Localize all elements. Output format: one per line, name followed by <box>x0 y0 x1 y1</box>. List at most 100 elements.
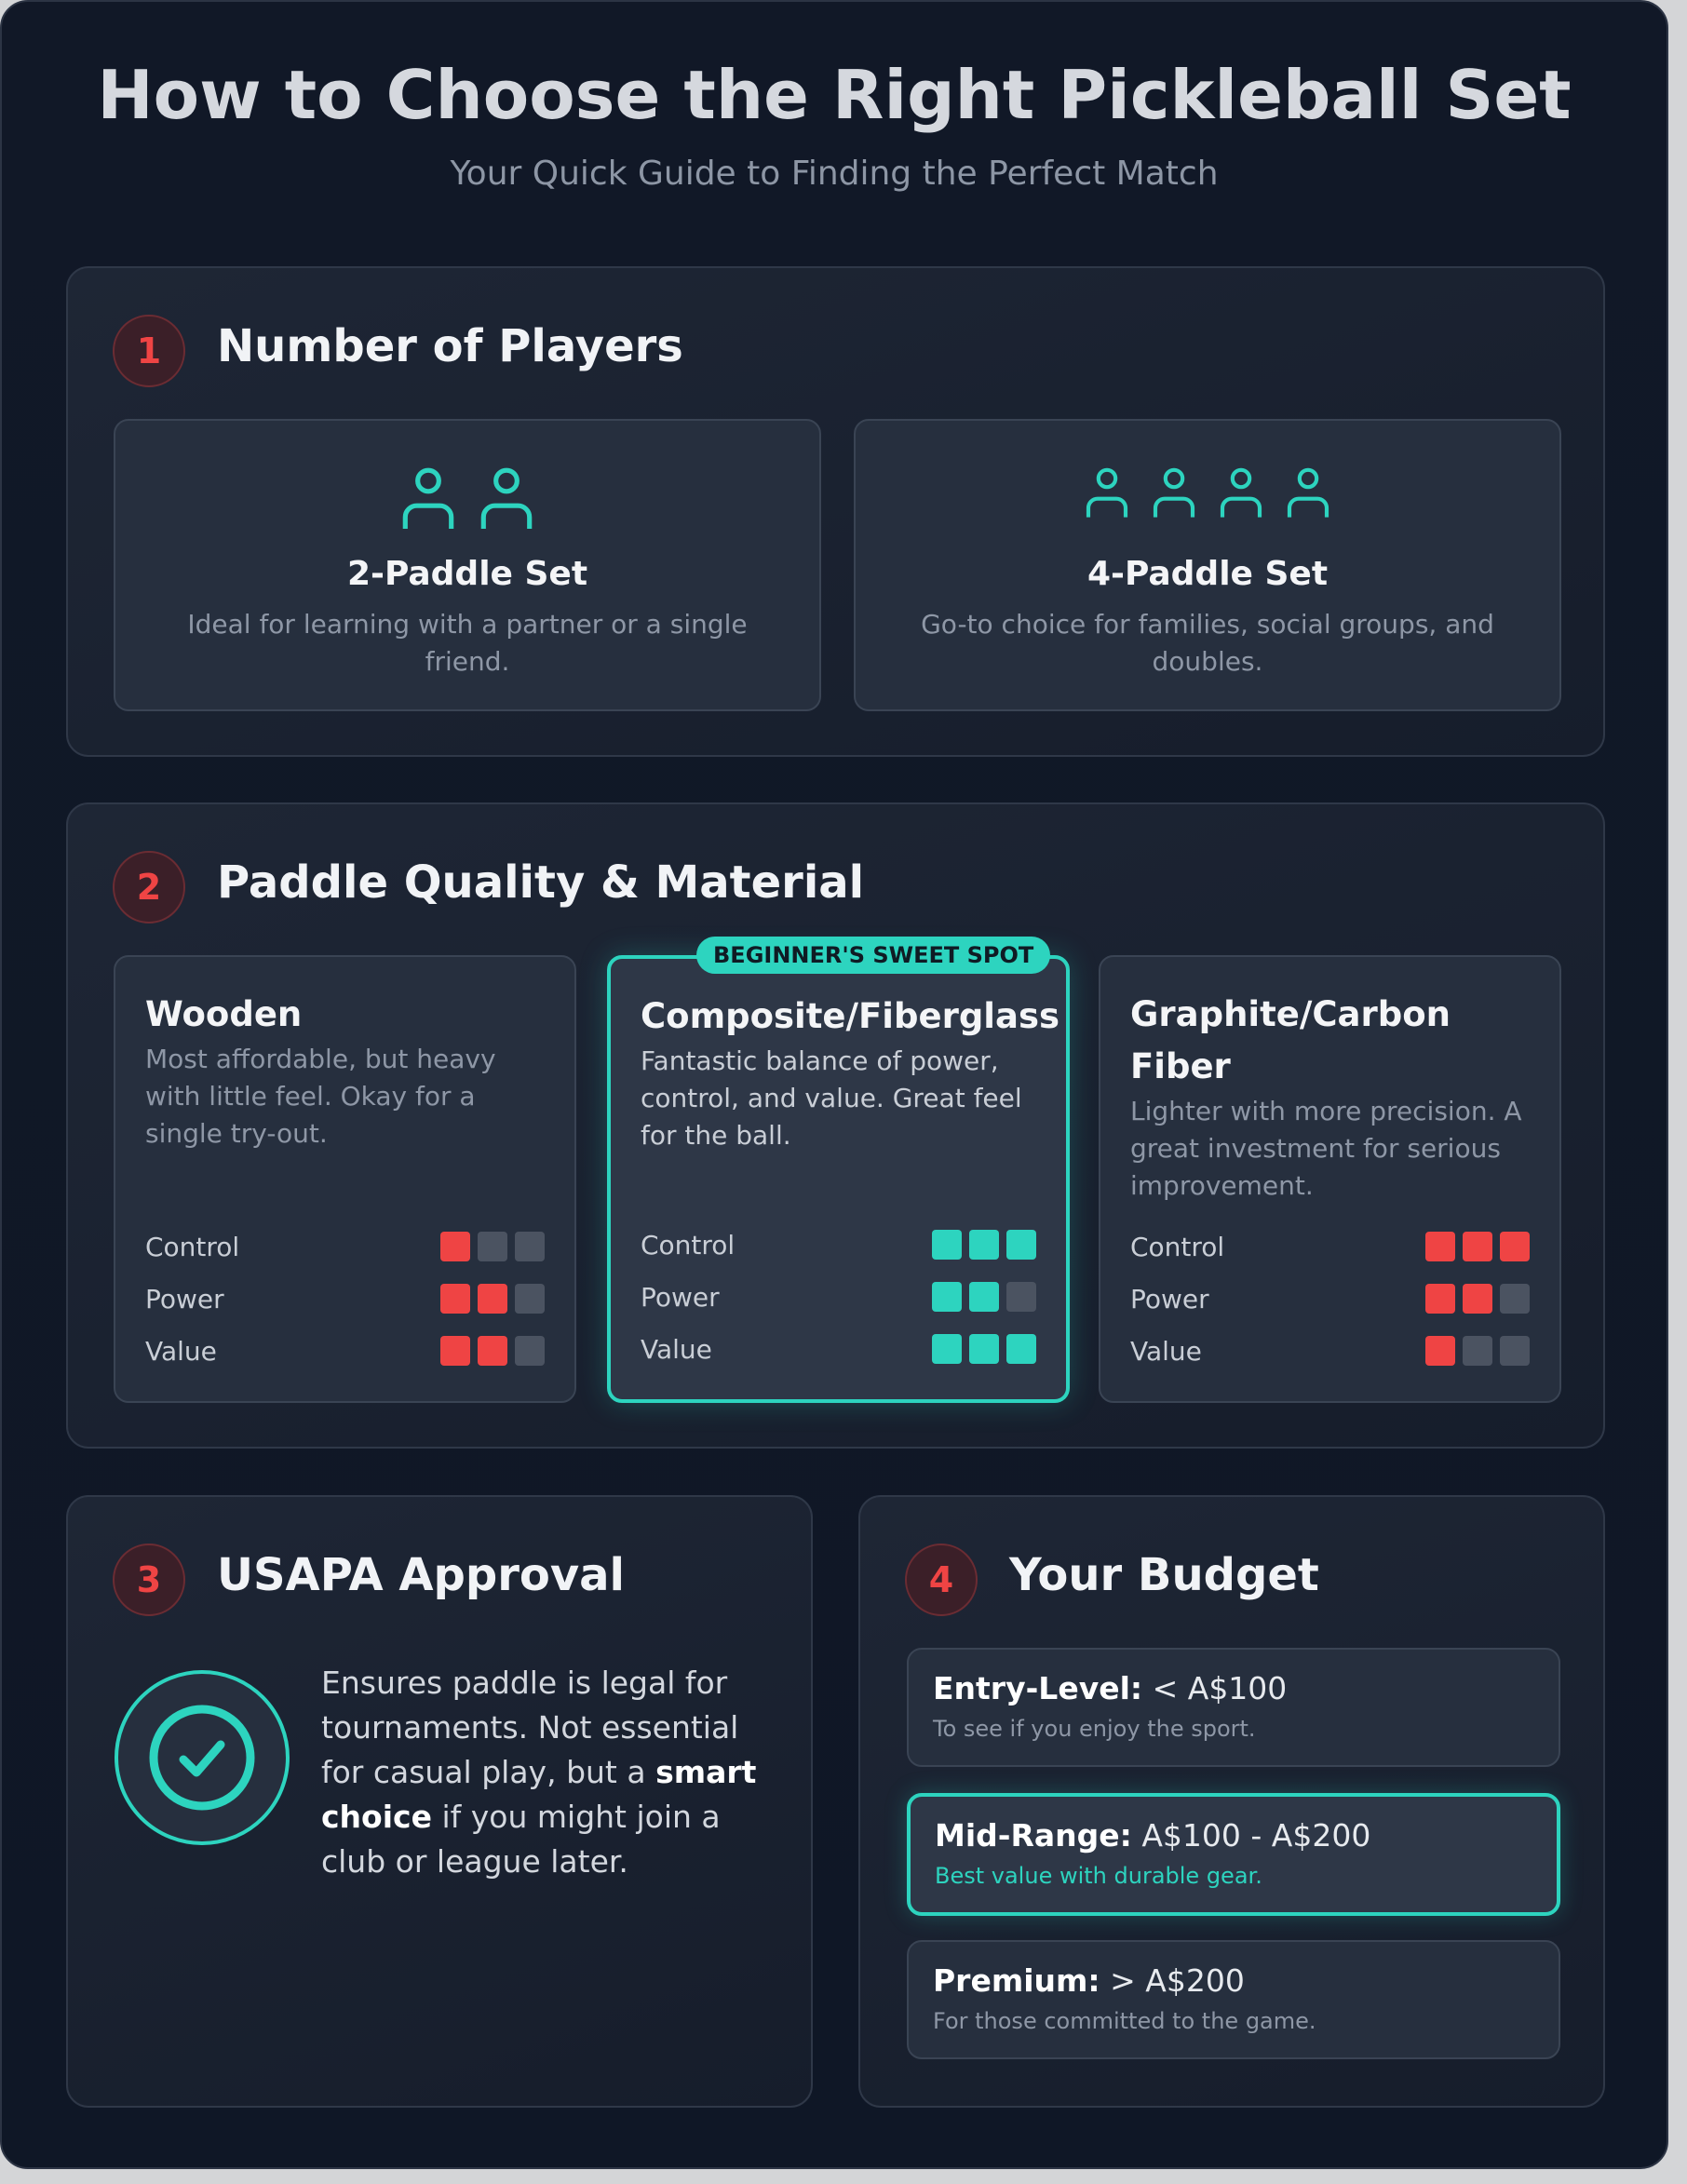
rating-bar <box>1425 1284 1530 1314</box>
material-card: Wooden Most affordable, but heavy with l… <box>114 955 576 1403</box>
page-title: How to Choose the Right Pickleball Set <box>97 56 1572 134</box>
rating-square-empty <box>1500 1336 1530 1366</box>
material-desc: Most affordable, but heavy with little f… <box>145 1044 496 1149</box>
rating-bar <box>1425 1336 1530 1366</box>
rating-square-filled <box>969 1334 999 1364</box>
rating-label: Value <box>641 1333 712 1365</box>
tier-note: Best value with durable gear. <box>935 1863 1262 1889</box>
rating-bar <box>932 1282 1036 1312</box>
budget-tier: Entry-Level: < A$100 To see if you enjoy… <box>907 1648 1560 1767</box>
check-circle-icon <box>115 1670 290 1845</box>
rating-bar <box>1425 1232 1530 1261</box>
step-number: 4 <box>905 1544 978 1616</box>
rating-square-filled <box>478 1284 507 1314</box>
rating-square-empty <box>515 1284 545 1314</box>
rating-bar <box>440 1232 545 1261</box>
user-icon <box>480 467 533 529</box>
rating-label: Control <box>641 1229 736 1261</box>
rating-square-empty <box>515 1232 545 1261</box>
rating-label: Power <box>641 1281 720 1313</box>
rating-row: Power <box>145 1273 545 1325</box>
option-desc: Ideal for learning with a partner or a s… <box>187 609 748 677</box>
rating-label: Power <box>145 1283 224 1314</box>
tier-label: Entry-Level: <box>933 1670 1143 1706</box>
step-number: 2 <box>113 851 185 923</box>
rating-square-empty <box>515 1336 545 1366</box>
rating-square-filled <box>969 1230 999 1260</box>
recommended-badge: BEGINNER'S SWEET SPOT <box>696 937 1051 974</box>
section-title: Paddle Quality & Material <box>217 856 865 909</box>
rating-square-filled <box>1006 1334 1036 1364</box>
tier-range: > A$200 <box>1100 1962 1245 1999</box>
rating-label: Control <box>145 1231 240 1262</box>
tier-heading: Entry-Level: < A$100 <box>933 1670 1534 1706</box>
rating-square-filled <box>1463 1232 1492 1261</box>
material-desc: Fantastic balance of power, control, and… <box>641 1045 1022 1151</box>
tier-note: For those committed to the game. <box>933 2008 1316 2034</box>
rating-row: Value <box>641 1323 1036 1375</box>
rating-row: Control <box>145 1220 545 1273</box>
rating-square-filled <box>1425 1336 1455 1366</box>
section-budget: 4 Your Budget Entry-Level: < A$100 To se… <box>858 1495 1605 2108</box>
rating-row: Power <box>641 1271 1036 1323</box>
rating-square-empty <box>1500 1284 1530 1314</box>
rating-square-filled <box>478 1336 507 1366</box>
material-title: Wooden <box>145 994 303 1034</box>
user-icon <box>1153 467 1195 518</box>
ratings: Control Power Value <box>1130 1220 1530 1377</box>
material-title: Composite/Fiberglass <box>641 996 1059 1036</box>
rating-label: Value <box>145 1335 217 1367</box>
rating-row: Value <box>1130 1325 1530 1377</box>
tier-label: Mid-Range: <box>935 1817 1132 1854</box>
option-desc: Go-to choice for families, social groups… <box>921 609 1494 677</box>
rating-label: Value <box>1130 1335 1202 1367</box>
option-title: 2-Paddle Set <box>346 555 588 593</box>
tier-heading: Mid-Range: A$100 - A$200 <box>935 1817 1532 1854</box>
rating-square-filled <box>1425 1284 1455 1314</box>
tier-note: To see if you enjoy the sport. <box>933 1716 1256 1742</box>
emphasis: smart choice <box>321 1754 757 1835</box>
material-card: Graphite/Carbon Fiber Lighter with more … <box>1099 955 1561 1403</box>
option-2-paddle: 2-Paddle Set Ideal for learning with a p… <box>114 419 821 711</box>
players-icons <box>115 465 819 531</box>
rating-square-filled <box>969 1282 999 1312</box>
rating-square-filled <box>1500 1232 1530 1261</box>
user-icon <box>402 467 454 529</box>
material-title: Graphite/Carbon Fiber <box>1130 994 1451 1086</box>
rating-row: Control <box>641 1219 1036 1271</box>
option-4-paddle: 4-Paddle Set Go-to choice for families, … <box>854 419 1561 711</box>
tier-range: A$100 - A$200 <box>1131 1817 1371 1854</box>
material-card: BEGINNER'S SWEET SPOT Composite/Fibergla… <box>607 937 1070 1403</box>
rating-square-empty <box>478 1232 507 1261</box>
rating-bar <box>932 1334 1036 1364</box>
section-usapa: 3 USAPA Approval Ensures paddle is legal… <box>66 1495 813 2108</box>
section-title: Number of Players <box>217 320 683 372</box>
rating-label: Power <box>1130 1283 1209 1314</box>
material-desc: Lighter with more precision. A great inv… <box>1130 1096 1522 1201</box>
rating-square-filled <box>932 1230 962 1260</box>
step-number: 1 <box>113 315 185 387</box>
rating-row: Power <box>1130 1273 1530 1325</box>
option-title: 4-Paddle Set <box>1086 555 1329 593</box>
page-subtitle: Your Quick Guide to Finding the Perfect … <box>450 155 1219 193</box>
budget-tier: Mid-Range: A$100 - A$200 Best value with… <box>907 1793 1560 1916</box>
rating-square-filled <box>1006 1230 1036 1260</box>
rating-square-filled <box>1425 1232 1455 1261</box>
rating-square-filled <box>440 1284 470 1314</box>
rating-bar <box>932 1230 1036 1260</box>
ratings: Control Power Value <box>145 1220 545 1377</box>
rating-label: Control <box>1130 1231 1225 1262</box>
ratings: Control Power Value <box>641 1219 1036 1375</box>
rating-square-filled <box>440 1336 470 1366</box>
text: if you might join a club or league later… <box>321 1799 721 1880</box>
players-icons <box>856 465 1559 531</box>
rating-row: Control <box>1130 1220 1530 1273</box>
section-title: USAPA Approval <box>217 1549 625 1601</box>
text: Ensures paddle is legal for tournaments.… <box>321 1665 739 1790</box>
rating-square-filled <box>932 1334 962 1364</box>
user-icon <box>1220 467 1262 518</box>
tier-label: Premium: <box>933 1962 1100 1999</box>
section-material: 2 Paddle Quality & Material Wooden Most … <box>66 802 1605 1449</box>
rating-square-filled <box>440 1232 470 1261</box>
